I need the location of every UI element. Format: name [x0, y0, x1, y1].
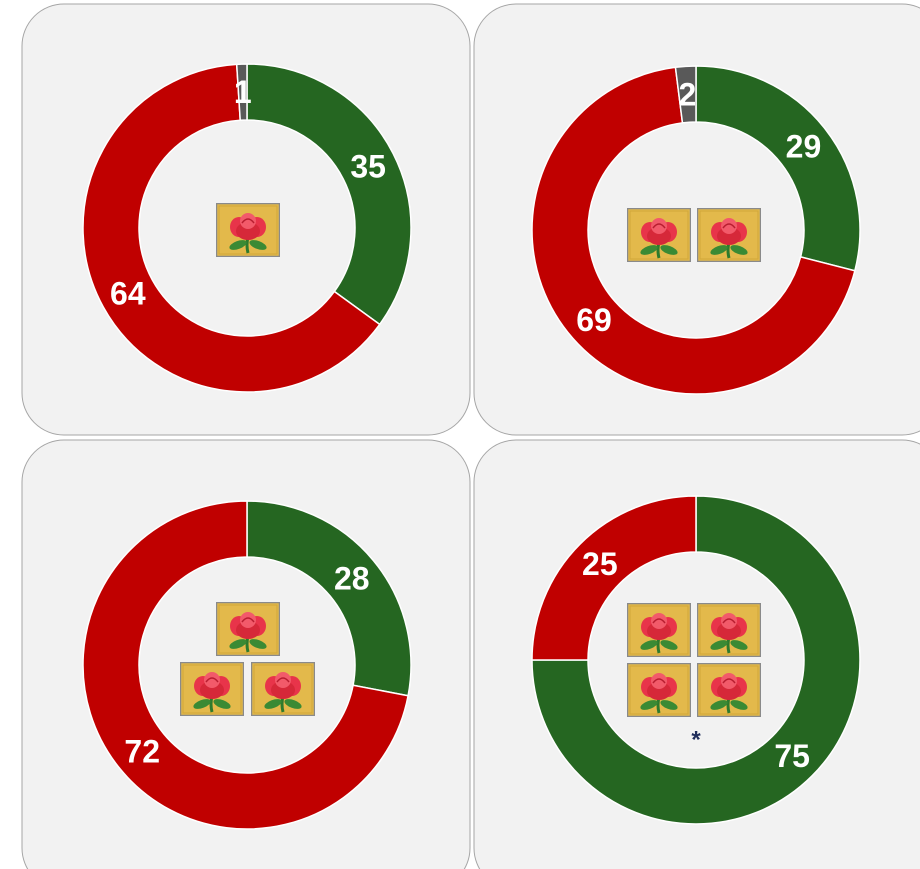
donut-segment	[531, 66, 856, 395]
donut-segment	[531, 495, 697, 661]
data-label: 64	[110, 276, 146, 312]
rose-icon	[627, 603, 691, 657]
data-label: 75	[774, 738, 810, 774]
donut-segment	[235, 63, 248, 122]
charts: 35 64 1 29 69 2 28 72 75 25 *	[82, 63, 861, 830]
donut-segment	[82, 500, 409, 830]
data-label: 29	[786, 129, 822, 165]
rose-icon	[627, 208, 691, 262]
annotation: *	[691, 727, 701, 754]
data-label: 69	[576, 302, 612, 338]
rose-icon	[697, 603, 761, 657]
donut-chart: 29 69 2	[531, 65, 861, 395]
rose-icon	[627, 663, 691, 717]
donut-segment	[246, 63, 412, 326]
rose-icon	[216, 602, 280, 656]
donut-segment	[82, 63, 381, 393]
data-label: 25	[582, 546, 618, 582]
rose-icon	[697, 208, 761, 262]
donut-segment	[246, 500, 412, 697]
donut-segment	[695, 65, 861, 272]
data-label: 35	[350, 148, 386, 184]
donut-chart: 35 64 1	[82, 63, 412, 393]
data-label: 28	[334, 560, 370, 596]
rose-icon	[180, 662, 244, 716]
rose-icon	[216, 203, 280, 257]
data-label: 72	[124, 734, 160, 770]
rose-icon	[697, 663, 761, 717]
donut-chart: 28 72	[82, 500, 412, 830]
donut-chart: 75 25 *	[531, 495, 861, 825]
data-label: 2	[679, 76, 697, 112]
donut-segment	[674, 65, 697, 124]
data-label: 1	[234, 74, 252, 110]
donut-segment	[531, 495, 861, 825]
rose-icon	[251, 662, 315, 716]
